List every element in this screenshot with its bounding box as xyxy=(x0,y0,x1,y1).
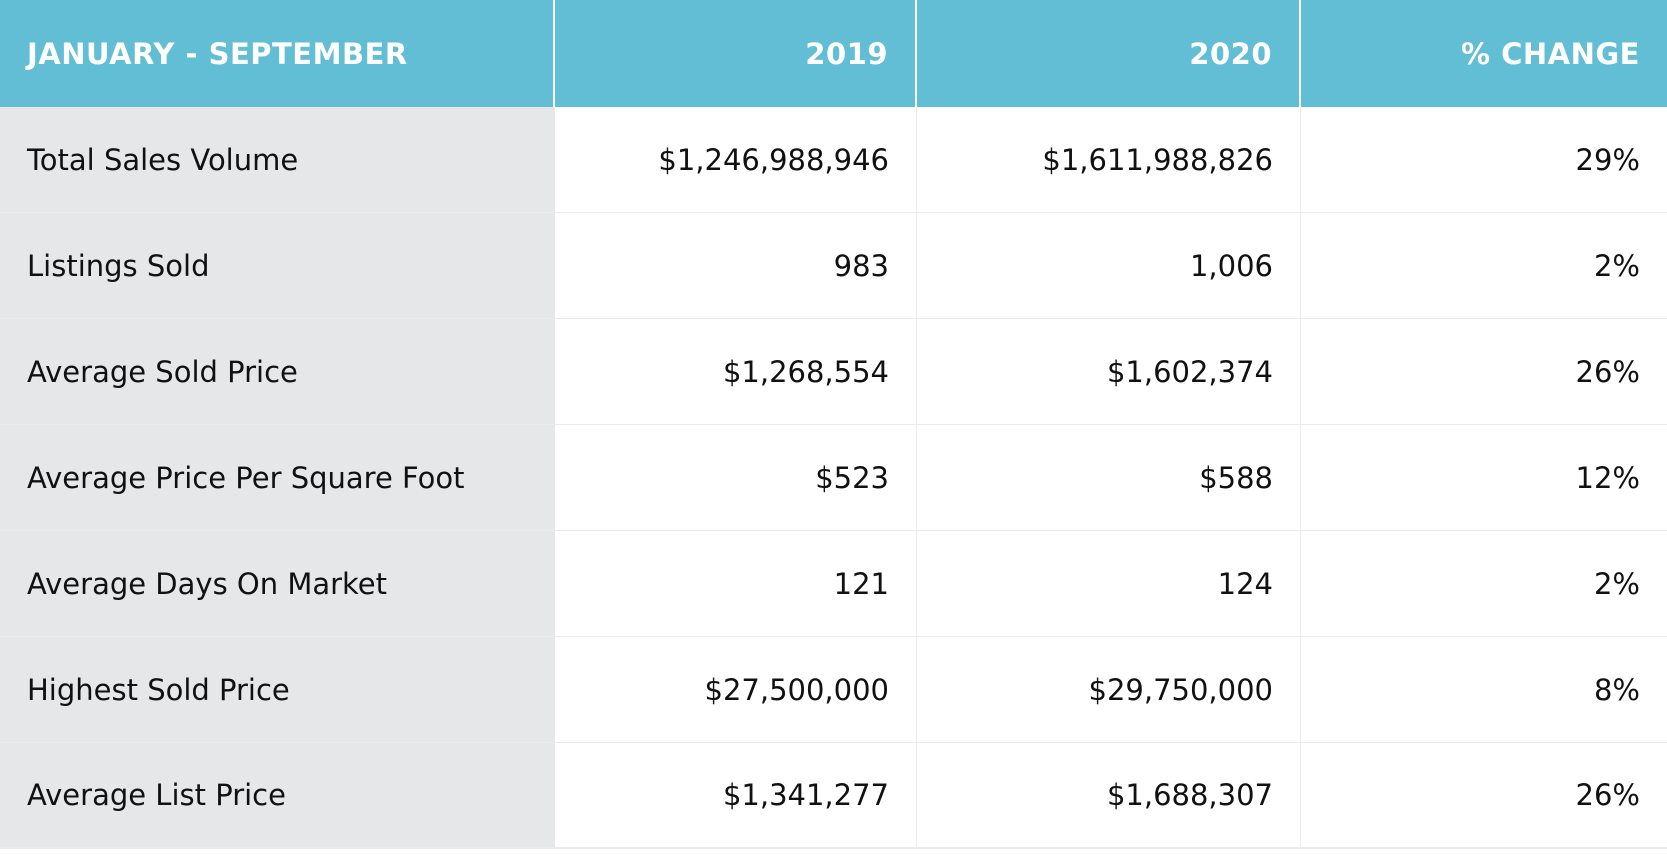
value-change: 2% xyxy=(1593,248,1640,283)
value-change: 2% xyxy=(1593,566,1640,601)
value-2020: $1,602,374 xyxy=(917,319,1301,424)
value-2020: 1,006 xyxy=(917,213,1301,318)
row-label: Total Sales Volume xyxy=(0,107,555,212)
row-label: Listings Sold xyxy=(0,213,555,318)
value-2019: $523 xyxy=(555,425,917,530)
table-row: Average List Price $1,341,277 $1,688,307… xyxy=(0,743,1667,849)
value-2020: $1,688,307 xyxy=(917,743,1301,847)
value-change: 8% xyxy=(1593,672,1640,707)
row-label: Average Price Per Square Foot xyxy=(0,425,555,530)
value-2019: $27,500,000 xyxy=(555,637,917,742)
value-2020: $29,750,000 xyxy=(917,637,1301,742)
value-2019: $1,341,277 xyxy=(555,743,917,847)
value-2020: $588 xyxy=(917,425,1301,530)
table-header: JANUARY - SEPTEMBER 2019 2020 % CHANGE xyxy=(0,0,1667,107)
value-2019: $1,246,988,946 xyxy=(555,107,917,212)
value-2019: 121 xyxy=(555,531,917,636)
row-label: Average List Price xyxy=(0,743,555,847)
header-2020: 2020 xyxy=(917,0,1301,107)
header-period: JANUARY - SEPTEMBER xyxy=(0,0,555,107)
value-change: 26% xyxy=(1575,354,1640,389)
table-row: Highest Sold Price $27,500,000 $29,750,0… xyxy=(0,637,1667,743)
value-change: 29% xyxy=(1575,142,1640,177)
value-2020: 124 xyxy=(917,531,1301,636)
table-row: Total Sales Volume $1,246,988,946 $1,611… xyxy=(0,107,1667,213)
row-label: Average Days On Market xyxy=(0,531,555,636)
value-2019: 983 xyxy=(555,213,917,318)
value-change: 26% xyxy=(1575,778,1640,812)
value-2020: $1,611,988,826 xyxy=(917,107,1301,212)
row-label: Highest Sold Price xyxy=(0,637,555,742)
header-change: % CHANGE xyxy=(1460,36,1640,71)
table-row: Average Sold Price $1,268,554 $1,602,374… xyxy=(0,319,1667,425)
value-change: 12% xyxy=(1575,460,1640,495)
header-2019: 2019 xyxy=(555,0,917,107)
table-row: Average Days On Market 121 124 2% xyxy=(0,531,1667,637)
row-label: Average Sold Price xyxy=(0,319,555,424)
value-2019: $1,268,554 xyxy=(555,319,917,424)
table-row: Average Price Per Square Foot $523 $588 … xyxy=(0,425,1667,531)
table-row: Listings Sold 983 1,006 2% xyxy=(0,213,1667,319)
